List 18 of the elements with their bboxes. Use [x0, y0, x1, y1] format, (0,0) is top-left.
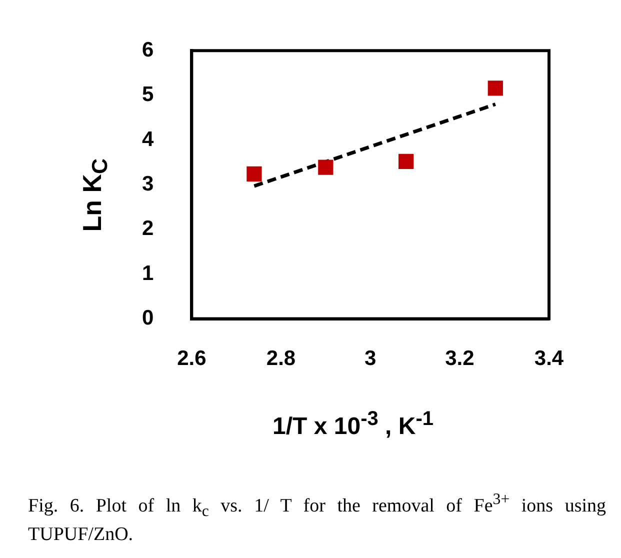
- y-tick-label: 5: [142, 83, 154, 106]
- y-tick-label: 1: [142, 262, 154, 285]
- point: [318, 160, 334, 175]
- x-tick-label: 2.6: [177, 347, 206, 370]
- point: [488, 80, 503, 96]
- x-axis-title: 1/T x 10$^{-3}$ , K$^{-1}$: [272, 408, 434, 441]
- x-tick-label: 3.2: [445, 347, 474, 370]
- point: [246, 166, 262, 182]
- y-tick-label: 0: [142, 306, 154, 330]
- point: [398, 154, 414, 170]
- x-tick-label: 2.8: [266, 347, 296, 370]
- y-tick-label: 4: [142, 128, 154, 151]
- y-tick-label: 2: [142, 217, 154, 240]
- y-tick-label: 3: [142, 172, 154, 196]
- text: Fig. 6. Plot of ln k$_{c}$ vs. 1/ T for the removal of Fe$^{3+}$ ions using TUPUF/ZnO.: [28, 491, 606, 545]
- x-tick-label: 3.4: [534, 347, 564, 370]
- x-tick-label: 3: [364, 347, 376, 370]
- y-tick-label: 6: [142, 38, 154, 62]
